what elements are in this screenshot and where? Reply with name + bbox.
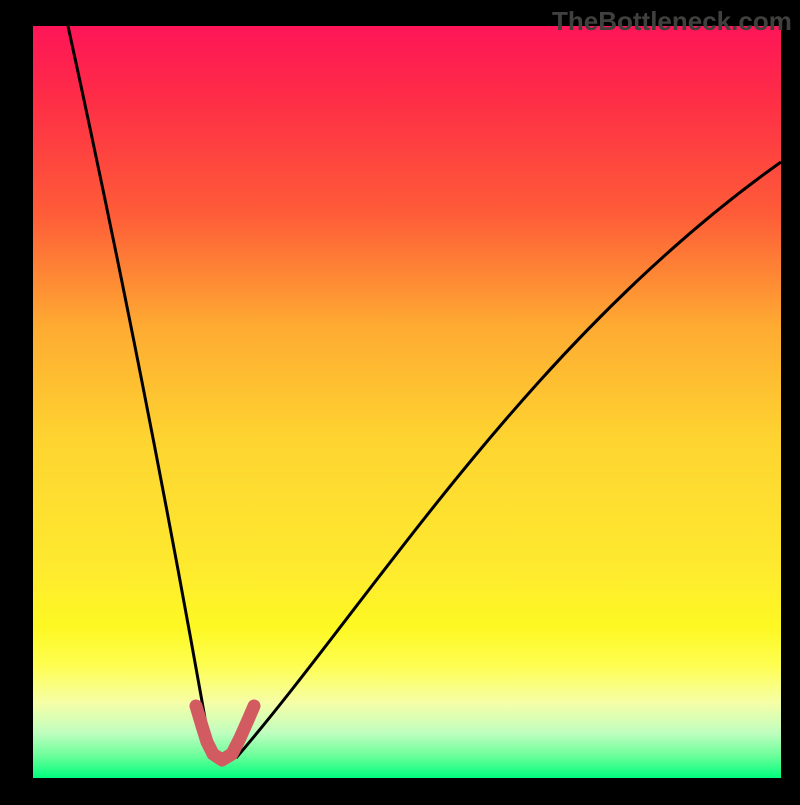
watermark-text: TheBottleneck.com xyxy=(552,6,792,37)
chart-svg xyxy=(0,0,800,800)
chart-frame: TheBottleneck.com xyxy=(0,0,800,800)
